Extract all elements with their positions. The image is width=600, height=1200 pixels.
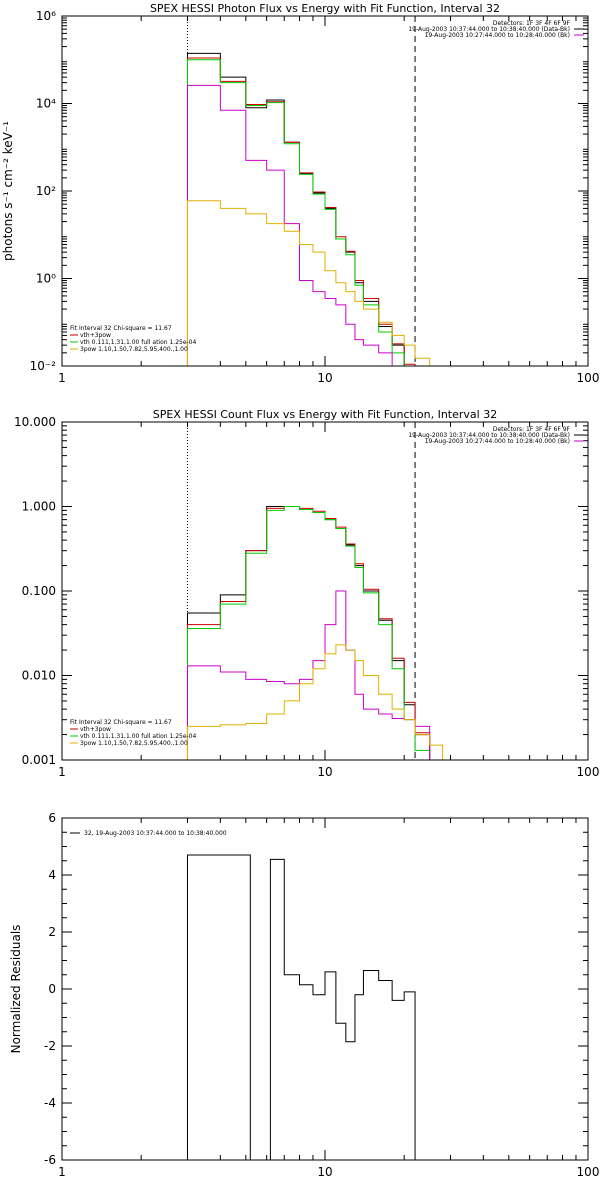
legend-left-entry: vth 0.111,1.31,1.00 full ation 1.25e-04 (80, 733, 196, 740)
legend-left-entry: 3pow 1.10,1.50,7.82,5.95,400.,1.00 (80, 346, 188, 353)
chart-title: SPEX HESSI Photon Flux vs Energy with Fi… (150, 2, 500, 15)
y-tick-label: 0 (48, 982, 56, 996)
legend-right-entry: Detectors: 1F 3F 4F 6F 9F (493, 426, 571, 433)
legend-right-entry: 19-Aug-2003 10:27:44.000 to 10:28:40.000… (425, 438, 570, 445)
x-tick-label: 10 (317, 765, 332, 779)
plot-frame (61, 421, 589, 761)
x-tick-label: 100 (577, 371, 600, 385)
y-tick-label: -6 (44, 1153, 56, 1167)
y-tick-label: 0.001 (22, 753, 56, 767)
y-tick-label: 1.000 (22, 500, 56, 514)
series-bk-line (186, 590, 431, 760)
series-pow-line (186, 644, 444, 760)
series-total-line (186, 57, 430, 366)
y-tick-label: 10⁴ (36, 97, 56, 111)
legend-left-entry: vth+3pow (80, 726, 111, 733)
x-tick-label: 100 (577, 765, 600, 779)
chart-panel-1: SPEX HESSI Photon Flux vs Energy with Fi… (1, 2, 599, 385)
y-axis-label: Normalized Residuals (9, 925, 23, 1054)
legend-left-entry: vth+3pow (80, 332, 111, 339)
y-tick-label: 10⁰ (36, 272, 56, 286)
legend-left-entry: vth 0.111,1.31,1.00 full ation 1.25e-04 (80, 339, 196, 346)
y-tick-label: 6 (48, 811, 56, 825)
legend-left-entry: 32, 19-Aug-2003 10:37:44.000 to 10:38:40… (84, 830, 227, 837)
legend-right-entry: Detectors: 1F 3F 4F 6F 9F (493, 20, 571, 27)
x-tick-label: 1 (58, 1165, 66, 1179)
series-pow-line (186, 200, 443, 366)
legend-left-entry: 3pow 1.10,1.50,7.82,5.95,400.,1.00 (80, 740, 188, 747)
series-total-line (186, 506, 431, 760)
y-tick-label: 0.100 (22, 584, 56, 598)
legend-left-entry: Fit Interval 32 Chi-square = 11.67 (70, 719, 172, 726)
y-tick-label: 2 (48, 925, 56, 939)
series-data-line (186, 506, 431, 760)
x-tick-label: 1 (58, 765, 66, 779)
x-tick-label: 100 (577, 1165, 600, 1179)
series-bk-line (186, 84, 430, 366)
chart-panel-3: 1 10 100 -6 -4 -2 0 2 4 6 Normalized Residuals 32, … (9, 811, 599, 1179)
y-tick-label: -4 (44, 1096, 56, 1110)
y-tick-label: -2 (44, 1039, 56, 1053)
y-tick-label: 10² (36, 184, 56, 198)
x-tick-label: 10 (317, 371, 332, 385)
y-tick-label: 10⁻² (30, 359, 57, 373)
legend-right-entry: 19-Aug-2003 10:27:44.000 to 10:28:40.000… (425, 32, 570, 39)
x-tick-label: 10 (317, 1165, 332, 1179)
legend-right-entry: 19-Aug-2003 10:37:44.000 to 10:38:40.000… (408, 26, 570, 33)
series-vth-line (186, 59, 430, 366)
plot-frame (61, 817, 589, 1161)
series-data-line (186, 52, 430, 366)
y-axis-label: photons s⁻¹ cm⁻² keV⁻¹ (1, 121, 15, 261)
y-tick-label: 10.000 (14, 415, 56, 429)
series-vth-line (186, 506, 431, 760)
series-data-line (186, 854, 416, 1160)
chart-title: SPEX HESSI Count Flux vs Energy with Fit… (153, 408, 497, 421)
y-tick-label: 0.010 (22, 669, 56, 683)
legend-left-entry: Fit Interval 32 Chi-square = 11.67 (70, 325, 172, 332)
legend-right-entry: 19-Aug-2003 10:37:44.000 to 10:38:40.000… (408, 432, 570, 439)
y-tick-label: 10⁶ (36, 9, 56, 23)
x-tick-label: 1 (58, 371, 66, 385)
y-tick-label: 4 (48, 868, 56, 882)
chart-panel-2: SPEX HESSI Count Flux vs Energy with Fit… (14, 408, 599, 779)
plot-frame (61, 15, 589, 367)
